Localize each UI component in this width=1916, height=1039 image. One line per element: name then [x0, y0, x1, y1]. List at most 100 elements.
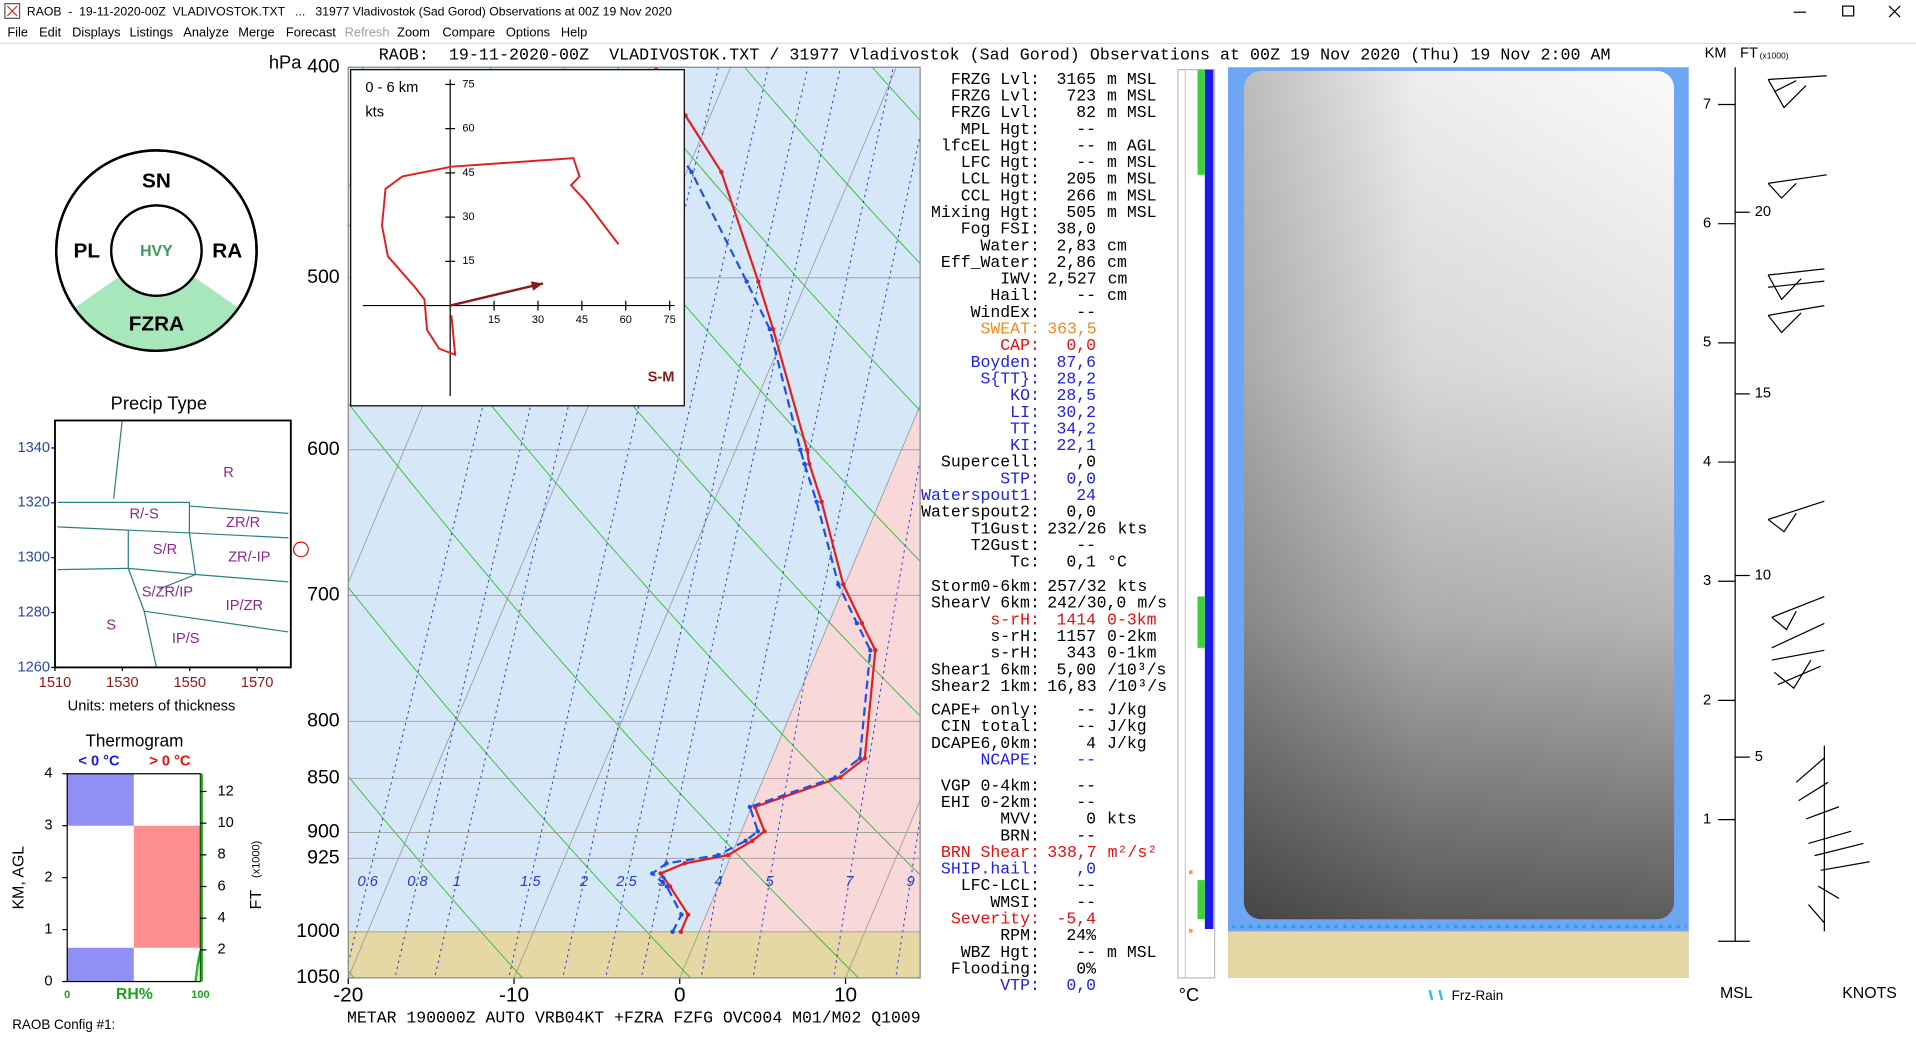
param-value: 0,0 [1066, 976, 1096, 995]
profile-point [868, 648, 873, 653]
thermo-y2-tick-label: 12 [218, 783, 234, 799]
param-label: VGP 0-4km: [941, 776, 1040, 795]
thermo-x-tick-label: 0 [64, 989, 70, 1001]
param-unit: J/kg [1107, 701, 1147, 720]
param-label: Hail: [990, 286, 1039, 305]
profile-point [658, 871, 663, 876]
thermo-y-label: KM, AGL [11, 846, 28, 910]
title-bar [0, 0, 1916, 24]
dry-adiabat [616, 67, 921, 412]
menu-item[interactable]: Listings [130, 24, 173, 39]
menu-item[interactable]: Merge [238, 24, 274, 39]
hodograph-box [350, 69, 685, 407]
mixing-ratio-line [895, 815, 921, 978]
region-label: R [223, 465, 234, 481]
profile-line [655, 67, 877, 933]
hodograph-trace [381, 157, 620, 357]
isotherm [0, 67, 68, 978]
hodo-y-tick-label: 45 [462, 167, 474, 179]
storm-motion-head [530, 281, 543, 291]
param-value: 16,83 [1047, 677, 1096, 696]
wind-barbs [1767, 75, 1870, 932]
param-label: RPM: [1000, 926, 1040, 945]
param-value: 0,0 [1066, 336, 1096, 355]
y-tick-label: 800 [307, 709, 340, 731]
close-button[interactable] [1888, 5, 1901, 18]
wheel-label: PL [73, 239, 100, 262]
param-value: 28,2 [1057, 369, 1097, 388]
param-label: VTP: [1000, 976, 1040, 995]
param-value: 363,5 [1047, 320, 1096, 339]
param-value: -- [1076, 120, 1096, 139]
param-unit: m MSL [1107, 943, 1156, 962]
profile-point [857, 756, 863, 761]
wheel-label: FZRA [129, 313, 184, 336]
temp-strip-cold [1204, 69, 1214, 929]
param-unit: °C [1107, 553, 1127, 572]
param-label: LCL Hgt: [961, 170, 1040, 189]
param-unit: m MSL [1107, 70, 1156, 89]
isotherm [845, 799, 921, 978]
param-unit: kts [1118, 519, 1148, 538]
nomogram-x-tick-label: 1570 [241, 675, 274, 691]
param-label: FRZG Lvl: [951, 86, 1040, 105]
menu-item[interactable]: Refresh [345, 24, 390, 39]
profile-point [715, 853, 721, 858]
boundary [158, 532, 197, 590]
menu-item[interactable]: Analyze [183, 24, 229, 39]
param-label: Waterspout2: [921, 503, 1040, 522]
profile-point [756, 279, 761, 284]
param-label: FRZG Lvl: [951, 103, 1040, 122]
menu-item[interactable]: Edit [39, 24, 62, 39]
param-label: s-rH: [990, 627, 1039, 646]
param-label: CCL Hgt: [961, 186, 1040, 205]
cloud-ground [1228, 931, 1689, 978]
y-tick-label: 700 [307, 583, 340, 605]
profile-point [804, 447, 810, 453]
menu-item[interactable]: Help [561, 24, 587, 39]
param-unit: m MSL [1107, 170, 1156, 189]
x-tick-label: -20 [333, 984, 363, 1007]
y-tick-label: 400 [307, 55, 340, 77]
menu-item[interactable]: Options [506, 24, 550, 39]
hodo-y-tick-label: 75 [462, 78, 474, 90]
menu-item[interactable]: Zoom [397, 24, 430, 39]
param-value: 22,1 [1057, 436, 1097, 455]
param-unit: kts [1107, 810, 1137, 829]
param-value: -- [1076, 701, 1096, 720]
mixing-ratio-label: 0.8 [407, 874, 428, 890]
restore-button[interactable] [1842, 5, 1855, 17]
param-label: Storm0-6km: [931, 577, 1040, 596]
profile-point [833, 775, 838, 780]
profile-point [807, 461, 812, 467]
boundary [57, 526, 289, 539]
hodo-x-tick-label: 60 [620, 314, 632, 326]
region-label: ZR/R [226, 515, 260, 531]
menu-item[interactable]: Compare [442, 24, 495, 39]
param-label: Tc: [1010, 553, 1040, 572]
profile-point [743, 838, 748, 843]
nomogram-y-tick-label: 1340 [17, 440, 50, 456]
nomogram-y-tick-label: 1260 [17, 659, 50, 675]
param-value: 34,2 [1057, 419, 1097, 438]
profile-point [689, 169, 694, 175]
param-value: 0 [1086, 810, 1096, 829]
menu-item[interactable]: Forecast [286, 24, 336, 39]
param-value: 38,0 [1057, 220, 1097, 239]
cold-label: < 0 °C [78, 753, 120, 769]
param-label: IWV: [1000, 270, 1040, 289]
frz-rain-icon [1428, 989, 1444, 1001]
menu-item[interactable]: Displays [72, 24, 120, 39]
param-value: ,0 [1076, 860, 1096, 879]
km-tick-label: 3 [1703, 573, 1711, 589]
wheel-outer-ring [54, 149, 258, 353]
param-value: -- [1076, 136, 1096, 155]
profile-point [744, 279, 749, 284]
wind-barb [1767, 500, 1825, 533]
param-label: DCAPE6,0km: [931, 734, 1040, 753]
profile-point [802, 461, 807, 467]
menu-item[interactable]: File [7, 24, 28, 39]
km-tick-label: 7 [1703, 96, 1711, 112]
thermo-y2-tick-label: 4 [218, 910, 226, 926]
hodo-x-tick-label: 30 [532, 314, 544, 326]
